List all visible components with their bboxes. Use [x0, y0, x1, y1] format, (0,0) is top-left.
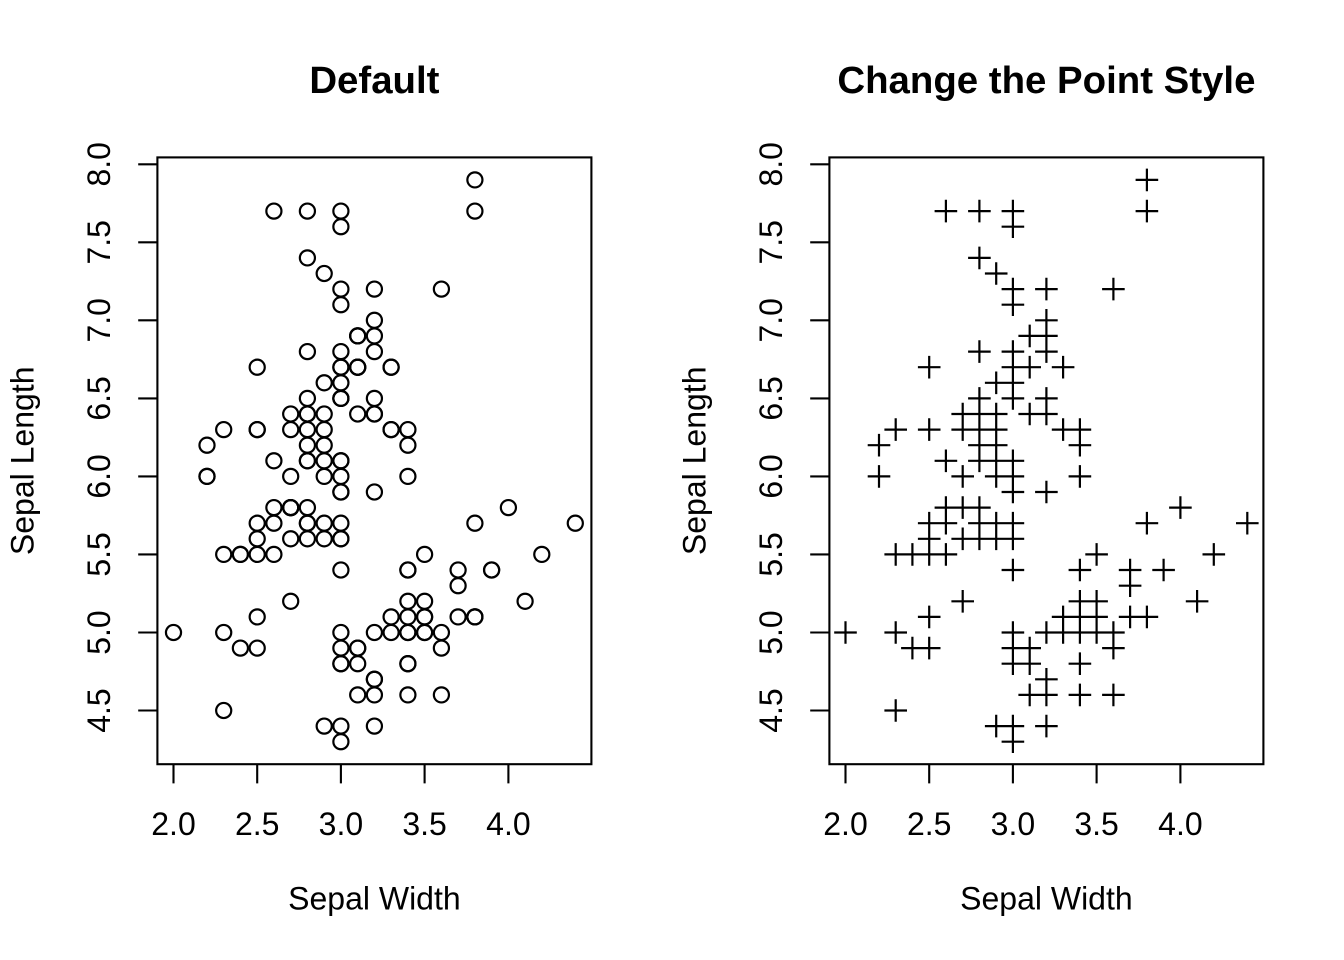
- svg-text:6.0: 6.0: [81, 454, 117, 498]
- svg-text:7.5: 7.5: [753, 220, 789, 264]
- svg-text:3.5: 3.5: [402, 806, 446, 842]
- svg-text:Change the Point Style: Change the Point Style: [837, 59, 1255, 102]
- svg-text:7.0: 7.0: [753, 298, 789, 342]
- svg-text:2.0: 2.0: [151, 806, 195, 842]
- svg-text:Sepal Length: Sepal Length: [677, 366, 713, 555]
- svg-text:3.0: 3.0: [319, 806, 363, 842]
- svg-text:Sepal Width: Sepal Width: [960, 880, 1133, 916]
- svg-text:5.0: 5.0: [81, 610, 117, 654]
- svg-text:Sepal Length: Sepal Length: [5, 366, 41, 555]
- svg-text:3.5: 3.5: [1074, 806, 1118, 842]
- svg-text:4.5: 4.5: [81, 688, 117, 732]
- svg-text:4.0: 4.0: [1158, 806, 1202, 842]
- svg-text:6.5: 6.5: [753, 376, 789, 420]
- svg-text:6.5: 6.5: [81, 376, 117, 420]
- svg-text:5.5: 5.5: [81, 532, 117, 576]
- svg-text:6.0: 6.0: [753, 454, 789, 498]
- svg-text:8.0: 8.0: [753, 142, 789, 186]
- svg-text:7.5: 7.5: [81, 220, 117, 264]
- svg-text:2.5: 2.5: [907, 806, 951, 842]
- svg-text:4.0: 4.0: [486, 806, 530, 842]
- svg-text:Sepal Width: Sepal Width: [288, 880, 461, 916]
- svg-text:5.5: 5.5: [753, 532, 789, 576]
- svg-text:8.0: 8.0: [81, 142, 117, 186]
- svg-text:2.0: 2.0: [823, 806, 867, 842]
- svg-text:3.0: 3.0: [991, 806, 1035, 842]
- svg-text:Default: Default: [309, 59, 439, 102]
- svg-text:2.5: 2.5: [235, 806, 279, 842]
- svg-text:4.5: 4.5: [753, 688, 789, 732]
- svg-text:5.0: 5.0: [753, 610, 789, 654]
- svg-text:7.0: 7.0: [81, 298, 117, 342]
